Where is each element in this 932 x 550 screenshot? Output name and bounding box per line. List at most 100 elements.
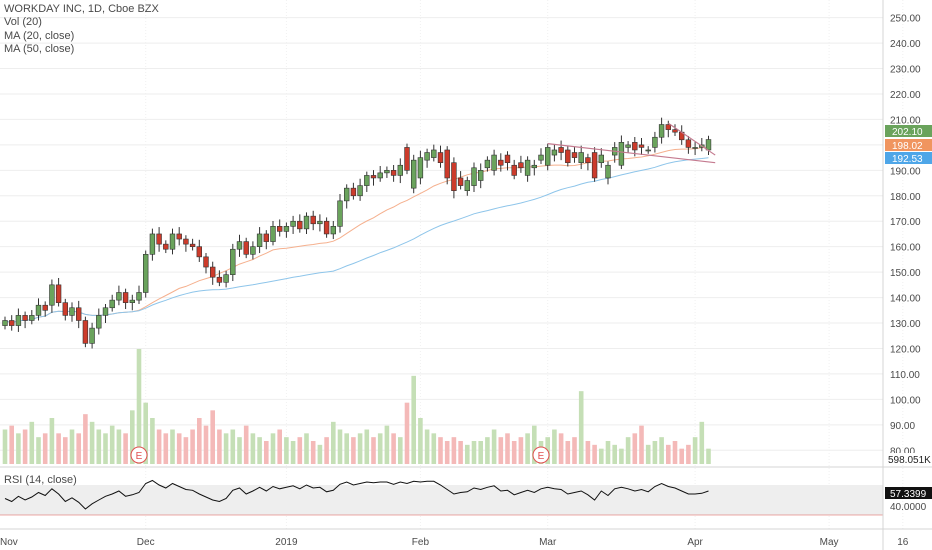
moving-averages [4, 146, 709, 324]
volume-bar [532, 425, 537, 464]
candle-body [685, 139, 692, 148]
volume-bar [176, 433, 182, 464]
candle-body [692, 147, 698, 149]
volume-bar [444, 441, 450, 464]
volume-bar [324, 437, 329, 464]
volume-bar [257, 437, 262, 464]
candle [62, 298, 69, 321]
price-badge-bg [885, 152, 932, 164]
volume-bar [297, 437, 303, 464]
volume-bar [659, 437, 664, 464]
candle-body [55, 284, 62, 303]
candle [390, 164, 397, 182]
rsi-line [4, 479, 709, 510]
price-badge-bg [885, 125, 932, 137]
price-axis[interactable]: 250.00240.00230.00220.00210.00200.00190.… [882, 0, 932, 550]
price-tick-label: 120.00 [890, 344, 921, 355]
vol-indicator-label[interactable]: Vol (20) [4, 16, 42, 29]
candle-body [310, 215, 316, 225]
candle-body [357, 185, 363, 197]
rsi-indicator-label[interactable]: RSI (14, close) [4, 474, 77, 486]
candle [323, 217, 330, 238]
time-axis[interactable]: NovDec2019FebMarAprMay16Jun [0, 537, 932, 548]
price-tick-label: 180.00 [890, 192, 921, 203]
candle-body [658, 124, 665, 138]
candle [256, 227, 263, 254]
candle-body [223, 274, 229, 283]
candle-body [618, 142, 625, 166]
earnings-markers[interactable]: EEE [130, 446, 932, 464]
price-badge-bg [885, 139, 932, 151]
candle-body [524, 159, 531, 176]
volume-bar [706, 448, 711, 464]
candle-body [149, 233, 156, 255]
candle-body [471, 167, 477, 186]
time-tick-label: Apr [687, 537, 703, 548]
ma50-indicator-label[interactable]: MA (50, close) [4, 42, 75, 55]
candle-body [444, 149, 450, 179]
volume-bar [337, 429, 343, 464]
candle [410, 154, 417, 194]
time-tick-label: May [820, 537, 839, 548]
volume-bar [619, 448, 624, 464]
volume-bar [511, 441, 517, 464]
candle-body [76, 307, 82, 321]
candle-body [578, 152, 584, 163]
candle [538, 148, 544, 164]
candle-body [89, 327, 95, 344]
volume-bar [264, 441, 269, 464]
volume-bar [22, 429, 28, 464]
volume-bar [243, 425, 249, 464]
candle-body [364, 175, 370, 186]
volume-bar [183, 437, 189, 464]
candle-body [49, 284, 55, 306]
candle-body [283, 226, 290, 232]
candle-body [558, 147, 564, 153]
candle [109, 294, 115, 312]
earnings-marker: E [130, 446, 148, 464]
candle [685, 135, 692, 154]
price-label-badge: 202.10 [885, 125, 932, 138]
time-tick-label: Mar [539, 537, 557, 548]
candle [89, 322, 95, 349]
volume-bar [69, 429, 75, 464]
candle-body [102, 307, 109, 316]
candle-body [156, 233, 162, 245]
candle [384, 166, 390, 178]
volume-bar [143, 402, 148, 464]
volume-bar [491, 429, 497, 464]
volume-bar [572, 437, 577, 464]
candle [625, 141, 631, 153]
candle [96, 308, 102, 335]
candle-body [605, 164, 611, 179]
volume-bar [552, 429, 557, 464]
candle [22, 311, 28, 329]
volume-bar [391, 433, 396, 464]
ma20-indicator-label[interactable]: MA (20, close) [4, 29, 75, 42]
volume-badge-text: 598.051K [888, 455, 931, 466]
candle [189, 238, 196, 251]
candle-body [484, 159, 491, 169]
candle-body [498, 159, 504, 166]
candle-body [256, 233, 263, 247]
candle [310, 210, 316, 231]
candle [156, 227, 162, 252]
price-badge-text: 192.53 [892, 154, 923, 165]
candle-body [116, 292, 122, 301]
candle [223, 270, 229, 288]
candle [270, 220, 276, 246]
chart-legend: WORKDAY INC, 1D, Cboe BZX Vol (20) MA (2… [4, 3, 159, 56]
price-label-badge: 192.53 [885, 152, 932, 165]
price-tick-label: 80.00 [890, 446, 915, 457]
candle [417, 150, 424, 185]
volume-bar [686, 444, 691, 464]
rsi-value-badge: 57.3399 [885, 487, 932, 500]
candle-body [270, 226, 276, 242]
volume-bar [605, 441, 611, 464]
symbol-title[interactable]: WORKDAY INC, 1D, Cboe BZX [4, 3, 159, 15]
volume-bar [150, 418, 155, 464]
volume-bar [632, 433, 638, 464]
candle-body [196, 246, 202, 258]
volume-bar [599, 448, 604, 464]
